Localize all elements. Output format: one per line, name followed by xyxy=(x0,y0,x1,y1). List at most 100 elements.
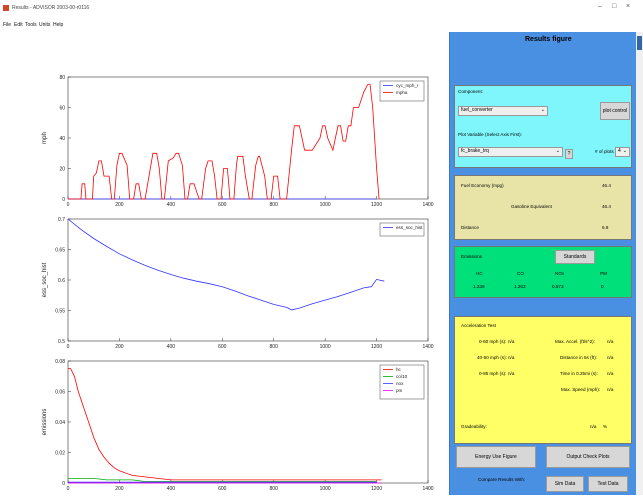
fuel-economy-label: Fuel Economy (mpg) xyxy=(461,183,504,188)
sim-data-label: Sim Data xyxy=(554,481,576,487)
accel-40-60-label: 40-60 mph (s): xyxy=(477,355,507,360)
y-tick-label: 0 xyxy=(62,481,65,487)
gasoline-equivalent-label: Gasoline Equivalent xyxy=(511,204,552,209)
max-accel-label: Max. Accel. (ft/s^2): xyxy=(555,339,595,344)
legend-label: ess_soc_hist xyxy=(396,225,423,230)
component-select[interactable]: fuel_converter ⌄ xyxy=(458,106,548,116)
component-label: Component: xyxy=(458,89,484,94)
scrollbar[interactable] xyxy=(636,32,643,495)
menu-help[interactable]: Help xyxy=(53,22,64,28)
help-label: ? xyxy=(567,151,571,157)
x-tick-label: 0 xyxy=(67,486,70,492)
plots-canvas: 0 200 400 600 800 1000 1200 1400 0 20 40 60 80 mph cyc… xyxy=(42,75,434,492)
legend-box xyxy=(379,364,425,400)
plot-frame xyxy=(67,218,429,342)
plot-variable-value: fc_brake_trq xyxy=(461,148,489,154)
chevron-down-icon: ⌄ xyxy=(622,148,627,154)
series-line-co-10 xyxy=(68,477,377,482)
num-plots-label: # of plots xyxy=(595,149,614,154)
acceleration-box: Acceleration Test 0-60 mph (s): n/a 40-6… xyxy=(454,316,632,444)
x-tick-label: 600 xyxy=(218,202,227,208)
sim-data-button[interactable]: Sim Data xyxy=(546,476,584,492)
close-icon[interactable]: × xyxy=(626,3,631,10)
series-line-ess-soc-hist xyxy=(67,218,385,311)
gasoline-equivalent-value: 46.4 xyxy=(602,204,611,209)
plot-control-label: plot control xyxy=(602,108,628,114)
x-tick-label: 600 xyxy=(218,344,227,350)
chevron-down-icon: ⌄ xyxy=(540,107,545,113)
scrollbar-thumb[interactable] xyxy=(637,36,642,50)
accel-0-85-label: 0-85 mph (s): xyxy=(479,371,507,376)
menu-edit[interactable]: Edit xyxy=(14,22,23,28)
x-tick-label: 600 xyxy=(218,486,227,492)
x-tick-label: 1200 xyxy=(371,202,382,208)
x-tick-label: 200 xyxy=(115,344,124,350)
x-tick-label: 1200 xyxy=(371,486,382,492)
distance-label: Distance xyxy=(461,225,479,230)
distance-5s-label: Distance in 5s (ft): xyxy=(560,355,598,360)
legend-label: mpha xyxy=(396,90,408,95)
accel-0-60-label: 0-60 mph (s): xyxy=(479,339,507,344)
output-check-plots-label: Output Check Plots xyxy=(566,454,610,460)
gradeability-unit: % xyxy=(603,424,608,429)
chart-3: 0 200 400 600 800 1000 1200 1400 0 0.02 0.04 0.06 0.… xyxy=(42,359,434,492)
menu-file[interactable]: File xyxy=(3,22,12,28)
emissions-box: Emissions Standards HC CO NOx PM 1.239 1… xyxy=(454,246,632,298)
y-tick-label: 80 xyxy=(59,75,65,81)
emissions-value-nox: 0.573 xyxy=(552,284,564,289)
emissions-header-hc: HC xyxy=(476,271,483,276)
x-tick-label: 400 xyxy=(167,202,176,208)
x-tick-label: 800 xyxy=(270,486,279,492)
output-check-plots-button[interactable]: Output Check Plots xyxy=(546,446,630,468)
legend-label: nox xyxy=(396,381,404,386)
x-tick-label: 0 xyxy=(67,202,70,208)
energy-use-figure-button[interactable]: Energy Use Figure xyxy=(456,446,536,468)
x-tick-label: 200 xyxy=(115,486,124,492)
menu-tools[interactable]: Tools xyxy=(25,22,37,28)
accel-0-60-value: n/a xyxy=(508,339,515,344)
x-tick-label: 400 xyxy=(167,344,176,350)
y-axis-label: ess_soc_hist xyxy=(42,262,48,297)
y-tick-label: 0.5 xyxy=(58,339,65,345)
emissions-value-hc: 1.239 xyxy=(473,284,485,289)
max-speed-value: n/a xyxy=(607,387,614,392)
title-bar: Results - ADVISOR 2003-00-r0116 – □ × xyxy=(0,0,643,20)
chart-2: 0 200 400 600 800 1000 1200 1400 0.5 0.55 0.6 0.65 0… xyxy=(42,217,434,350)
y-tick-label: 0.65 xyxy=(55,248,65,254)
y-tick-label: 0.7 xyxy=(58,217,65,223)
time-quarter-mile-label: Time in 0.25mi (s): xyxy=(560,371,598,376)
legend-label: hc xyxy=(396,367,402,372)
gradeability-label: Gradeability: xyxy=(461,424,487,429)
test-data-label: Test Data xyxy=(597,481,619,487)
emissions-header-pm: PM xyxy=(600,271,607,276)
y-tick-label: 0 xyxy=(62,197,65,203)
emissions-header-co: CO xyxy=(517,271,524,276)
max-speed-label: Max. Speed (mph): xyxy=(561,387,601,392)
emissions-value-co: 1.263 xyxy=(514,284,526,289)
num-plots-value: 4 xyxy=(618,148,621,154)
energy-use-figure-label: Energy Use Figure xyxy=(475,454,517,460)
test-data-button[interactable]: Test Data xyxy=(588,476,628,492)
y-tick-label: 0.02 xyxy=(55,451,65,457)
x-tick-label: 0 xyxy=(67,344,70,350)
y-axis-label: emissions xyxy=(42,409,48,436)
standards-button[interactable]: Standards xyxy=(555,250,595,264)
plot-control-button[interactable]: plot control xyxy=(600,102,630,120)
x-tick-label: 400 xyxy=(167,486,176,492)
y-tick-label: 0.08 xyxy=(55,359,65,365)
chart-1: 0 200 400 600 800 1000 1200 1400 0 20 40 60 80 mph cyc… xyxy=(42,75,434,208)
minimize-icon[interactable]: – xyxy=(598,3,602,10)
help-button[interactable]: ? xyxy=(565,149,573,159)
panel-title: Results figure xyxy=(525,36,572,43)
x-tick-label: 1400 xyxy=(422,486,433,492)
results-panel: Results figure Component: fuel_converter… xyxy=(449,32,636,495)
legend-label: pm xyxy=(396,388,403,393)
plot-variable-select[interactable]: fc_brake_trq ⌄ xyxy=(458,147,563,157)
maximize-icon[interactable]: □ xyxy=(612,3,617,10)
legend-box xyxy=(379,80,425,102)
x-tick-label: 800 xyxy=(270,344,279,350)
legend-label: cyc_mph_r xyxy=(396,83,419,88)
y-tick-label: 60 xyxy=(59,106,65,112)
num-plots-select[interactable]: 4 ⌄ xyxy=(615,147,630,157)
menu-units[interactable]: Units xyxy=(39,22,51,28)
